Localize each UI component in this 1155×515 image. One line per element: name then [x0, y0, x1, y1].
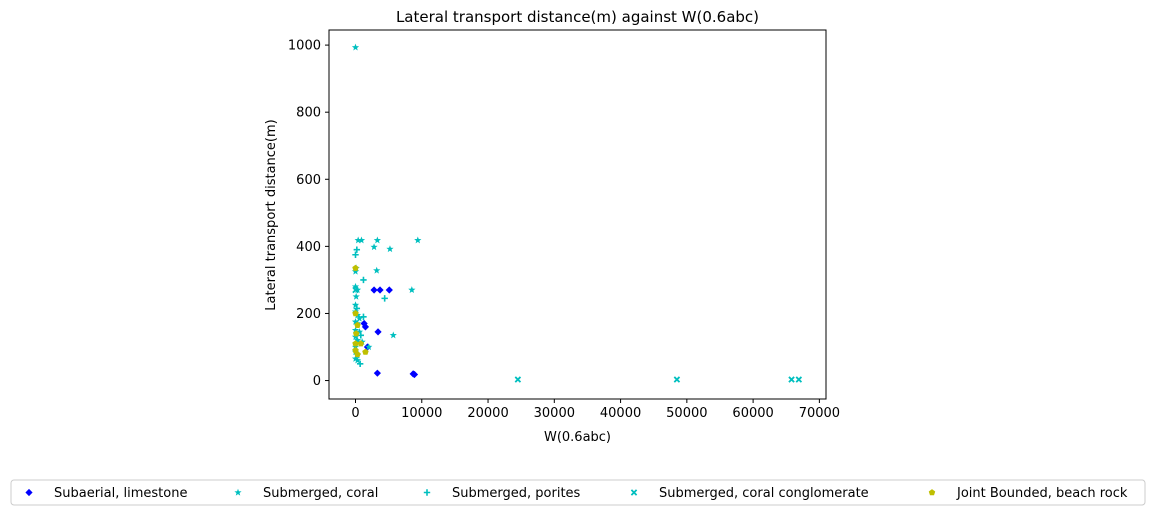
data-point	[352, 330, 360, 337]
data-point	[355, 328, 364, 335]
x-tick-label: 50000	[666, 406, 707, 421]
data-point	[351, 318, 360, 325]
y-tick-label: 0	[313, 374, 321, 389]
data-point	[370, 243, 378, 251]
data-point	[352, 292, 360, 300]
data-point	[353, 286, 362, 294]
data-point	[357, 340, 365, 347]
legend-label: Submerged, coral	[263, 486, 378, 501]
data-point	[360, 276, 367, 284]
y-axis-label: Lateral transport distance(m)	[264, 119, 279, 310]
x-tick-label: 70000	[799, 406, 840, 421]
data-point	[357, 332, 365, 339]
data-point	[353, 246, 361, 253]
data-point	[351, 267, 360, 275]
y-axis: 0 200 400 600 800 1000	[288, 39, 329, 389]
x-tick-label: 30000	[534, 406, 575, 421]
data-point	[414, 236, 422, 244]
y-tick-label: 400	[296, 240, 321, 255]
x-axis: 0 10000 20000 30000 40000 50000 60000 70000	[351, 399, 840, 421]
data-point	[374, 328, 382, 336]
data-point	[353, 336, 362, 344]
data-point	[673, 376, 681, 383]
data-point	[373, 369, 381, 377]
data-points	[351, 43, 803, 383]
data-point	[352, 251, 359, 258]
data-point	[361, 323, 370, 331]
data-point	[351, 333, 360, 341]
data-point	[351, 343, 360, 351]
y-tick-label: 600	[296, 173, 321, 188]
data-point	[352, 310, 359, 317]
data-point	[354, 350, 361, 358]
legend-marker	[234, 488, 242, 496]
legend-box	[10, 479, 1146, 506]
data-point	[352, 264, 359, 271]
x-tick-label: 60000	[732, 406, 773, 421]
data-point	[788, 376, 795, 383]
data-point	[795, 376, 803, 383]
legend-marker	[423, 489, 431, 496]
legend-marker	[928, 489, 936, 496]
x-tick-label: 0	[351, 406, 359, 421]
data-point	[385, 286, 393, 294]
x-axis-label: W(0.6abc)	[544, 430, 611, 445]
data-point	[376, 286, 384, 294]
data-point	[351, 354, 360, 362]
data-point	[373, 266, 381, 274]
data-point	[389, 331, 397, 339]
legend-label: Submerged, coral conglomerate	[659, 486, 869, 501]
data-point	[351, 43, 360, 51]
legend: Subaerial, limestone Submerged, coral Subm…	[25, 486, 1128, 501]
data-point	[354, 236, 362, 244]
x-tick-label: 10000	[401, 406, 442, 421]
data-point	[408, 286, 416, 294]
data-point	[514, 376, 522, 383]
data-point	[353, 356, 362, 364]
data-point	[410, 370, 419, 379]
data-point	[357, 236, 366, 244]
y-tick-label: 200	[296, 307, 321, 322]
data-point	[351, 282, 360, 290]
data-point	[370, 286, 378, 294]
data-point	[351, 301, 360, 309]
data-point	[352, 340, 359, 347]
legend-label: Joint Bounded, beach rock	[956, 486, 1128, 501]
plot-area	[328, 29, 827, 400]
x-tick-label: 20000	[467, 406, 508, 421]
data-point	[354, 321, 361, 328]
y-tick-label: 800	[296, 106, 321, 121]
legend-marker	[630, 489, 638, 496]
data-point	[353, 305, 361, 312]
data-point	[355, 314, 364, 322]
data-point	[360, 313, 367, 321]
data-point	[386, 245, 394, 253]
legend-label: Submerged, porites	[452, 486, 581, 501]
data-point	[351, 326, 360, 334]
data-point	[365, 343, 373, 351]
x-tick-label: 40000	[600, 406, 641, 421]
chart-title: Lateral transport distance(m) against W(…	[396, 8, 759, 26]
data-point	[356, 360, 364, 367]
data-point	[381, 295, 388, 302]
legend-label: Subaerial, limestone	[54, 486, 187, 501]
data-point	[373, 236, 381, 244]
data-point	[352, 286, 359, 294]
y-tick-label: 1000	[288, 39, 321, 54]
legend-marker	[25, 488, 33, 497]
data-point	[362, 348, 369, 355]
